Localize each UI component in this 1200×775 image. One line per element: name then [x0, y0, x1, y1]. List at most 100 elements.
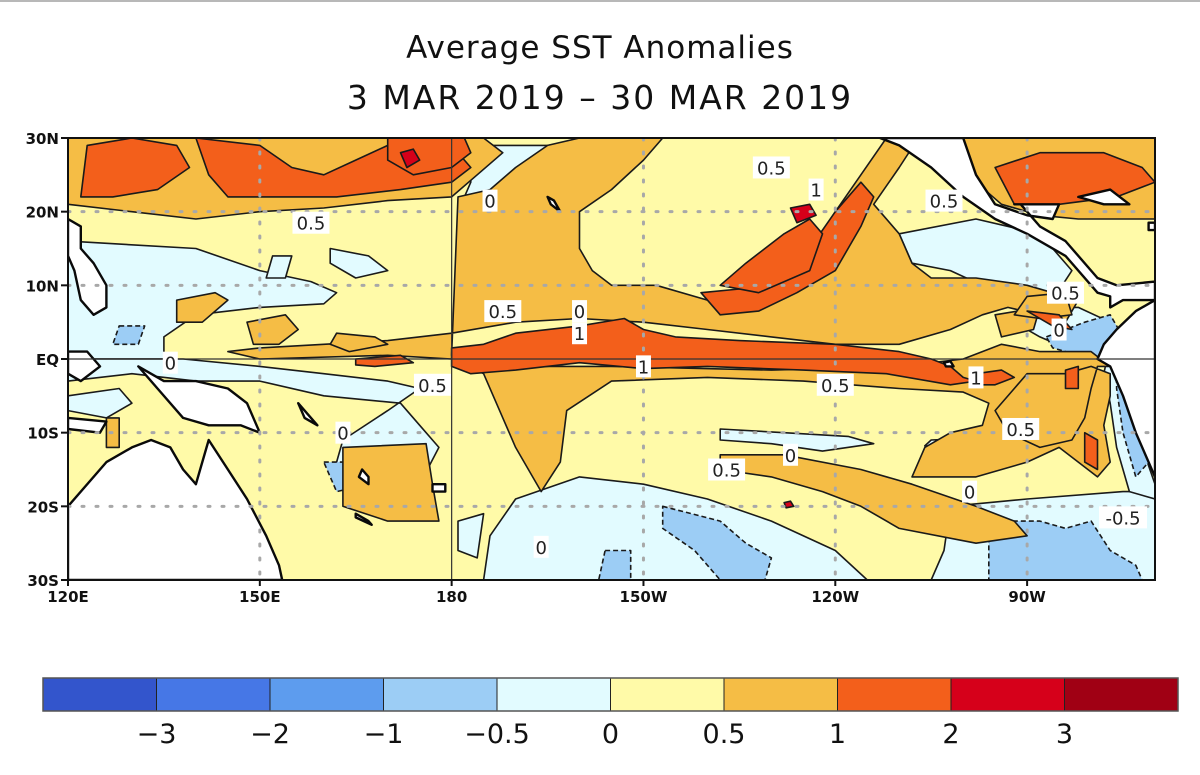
contour-label-bg [635, 355, 651, 378]
contour-label-bg [482, 189, 498, 212]
colorbar-tick-label: −3 [137, 719, 177, 750]
contour-label: 1 [810, 181, 821, 202]
contour-label: 0 [484, 192, 495, 213]
chart-title: Average SST Anomalies [406, 30, 794, 66]
colorbar-swatch [837, 677, 952, 712]
contour-label-bg [484, 300, 522, 323]
land-lesser-sunda [68, 416, 108, 434]
contour-label-bg [962, 480, 978, 503]
land-new-caledonia [354, 512, 373, 526]
contour-label: 0 [337, 424, 348, 445]
y-tick-label: 30N [26, 130, 59, 148]
land-south-america [1096, 298, 1155, 479]
contour-label-bg [572, 300, 588, 323]
colorbar-frame [42, 677, 1179, 712]
land-australia [68, 438, 284, 580]
contour-label: -0.5 [1105, 508, 1140, 529]
x-tick-label: 150W [620, 588, 668, 606]
contour-label-bg [162, 351, 178, 374]
fill-0.5-to-1 [342, 442, 440, 522]
colorbar-swatch [950, 677, 1065, 712]
fill-neg1-to-neg0.5 [661, 505, 773, 580]
colorbar-swatch [383, 677, 498, 712]
contour-label: 0.5 [1006, 420, 1035, 441]
colorbar-swatch [723, 677, 838, 712]
contour-label: 0.5 [418, 376, 447, 397]
colorbar: −3 −2 −1 −0.5 0 0.5 1 2 3 [42, 677, 1179, 750]
contour-label-bg [925, 189, 963, 212]
fill-0.5-to-1 [329, 332, 389, 353]
fill-0.5-to-1 [719, 454, 1028, 544]
land-vanuatu [357, 468, 370, 486]
colorbar-tick-label: 1 [829, 719, 846, 750]
contour-label-bg [292, 211, 330, 234]
land-hispaniola [1147, 221, 1155, 232]
fill-neg0.5-to-0 [265, 255, 293, 279]
fill-neg1-to-neg0.5 [112, 325, 146, 346]
y-tick-label: EQ [36, 351, 59, 369]
fill-0.5-to-1 [175, 291, 229, 323]
contour-label: 1 [970, 368, 981, 389]
contour-label-bg [783, 443, 799, 466]
fill-1-to-2 [354, 354, 415, 368]
x-tick-label: 120E [47, 588, 89, 606]
contour-label-bg [533, 535, 549, 558]
x-tick-label: 90W [1008, 588, 1046, 606]
colorbar-swatch [156, 677, 271, 712]
fill-1-to-2 [719, 218, 824, 294]
fill-1-to-2 [1064, 365, 1080, 390]
contour-label: 0 [785, 446, 796, 467]
colorbar-tick-label: 3 [1056, 719, 1073, 750]
colorbar-tick-label: −2 [250, 719, 290, 750]
colorbar-swatch [496, 677, 611, 712]
contour-label: 0 [165, 354, 176, 375]
contour-label: 0.5 [930, 192, 959, 213]
contour-label: 0.5 [821, 376, 850, 397]
colorbar-tick-label: 0.5 [703, 719, 746, 750]
fill-2-to-3 [399, 148, 421, 169]
contour-label: 0.5 [297, 214, 326, 235]
contour-label-bg [1046, 281, 1084, 304]
contour-label: 1 [638, 357, 649, 378]
contour-label-bg [752, 156, 790, 179]
contour-label-bg [1051, 318, 1067, 341]
x-tick-label: 150E [239, 588, 281, 606]
contour-label-bg [572, 322, 588, 345]
land-fiji [431, 483, 447, 493]
y-tick-label: 10S [27, 425, 59, 443]
land-mexico-central-america [878, 138, 1155, 309]
x-tick-label: 120W [811, 588, 859, 606]
contour-label-bg [968, 366, 984, 389]
y-tick-label: 30S [27, 572, 59, 590]
colorbar-swatch [610, 677, 725, 712]
y-tick-label: 20N [26, 204, 59, 222]
fill-neg0.5-to-0 [68, 387, 133, 419]
axes-layer: 120E 150E 180 150W 120W 90W 30N 20N 10N EQ 10S 20S 3… [26, 130, 1047, 606]
contour-label: 0.5 [1051, 284, 1080, 305]
land-cuba [1077, 188, 1131, 206]
contour-label: 0 [535, 538, 546, 559]
contour-label-bg [816, 373, 854, 396]
colorbar-tick-label: −0.5 [464, 719, 530, 750]
colorbar-swatch [269, 677, 384, 712]
contour-label: 0 [964, 483, 975, 504]
contour-label: 0 [574, 302, 585, 323]
colorbar-tick-label: −1 [364, 719, 404, 750]
contour-label: 0.5 [712, 461, 741, 482]
y-tick-label: 10N [26, 277, 59, 295]
colorbar-swatch [1064, 677, 1179, 712]
contour-label-bg [708, 458, 746, 481]
fill-neg1-to-neg0.5 [597, 549, 632, 580]
land-layer [68, 138, 1155, 580]
fill-1-to-2 [80, 138, 191, 198]
chart-subtitle: 3 MAR 2019 – 30 MAR 2019 [346, 78, 854, 117]
y-tick-label: 20S [27, 498, 59, 516]
land-galapagos [942, 360, 955, 368]
fill-1-to-2 [1083, 431, 1099, 471]
colorbar-tick-label: 0 [602, 719, 619, 750]
grid-layer [68, 138, 1155, 580]
fill-2-to-3 [789, 203, 817, 224]
contour-label-bg [808, 178, 824, 201]
